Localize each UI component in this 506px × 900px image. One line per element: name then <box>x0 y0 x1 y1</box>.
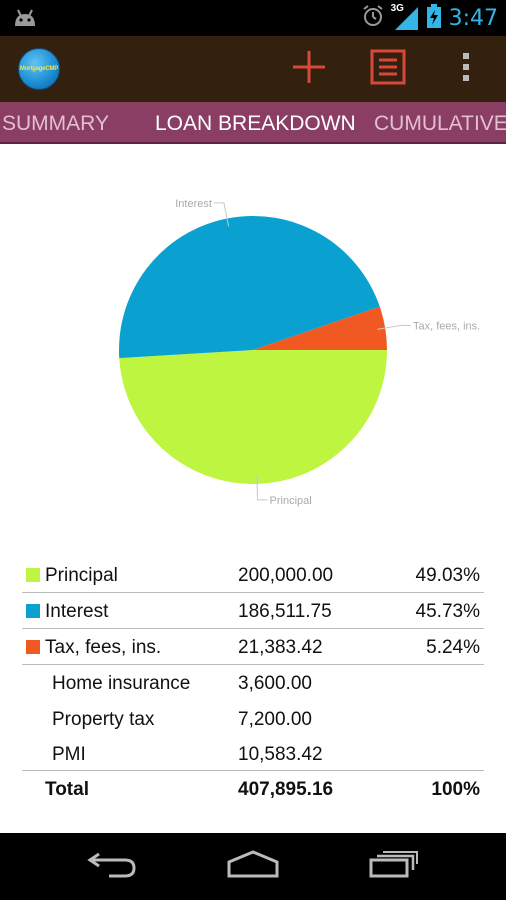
row-amount: 3,600.00 <box>238 673 312 694</box>
table-row-property-tax: Property tax 7,200.00 <box>22 701 484 736</box>
table-row-pmi: PMI 10,583.42 <box>22 736 484 771</box>
network-type: 3G <box>390 3 404 14</box>
tab-strip: SUMMARY LOAN BREAKDOWN CUMULATIVE <box>0 102 506 144</box>
row-amount: 186,511.75 <box>238 601 332 622</box>
signal-icon: 3G <box>390 3 419 31</box>
loan-breakdown-panel: Principal Interest Tax, fees, ins. Princip… <box>0 144 506 833</box>
interest-swatch <box>26 604 40 618</box>
pie-slice-tax-fees-ins <box>253 306 387 350</box>
pie-leader-line <box>213 202 230 227</box>
app-icon-text: MortgageCMP <box>19 66 59 72</box>
row-label: Tax, fees, ins. <box>45 637 162 658</box>
recent-apps-button[interactable] <box>344 833 444 900</box>
back-icon <box>87 850 137 883</box>
row-label: Principal <box>45 565 118 586</box>
list-button[interactable] <box>358 36 418 102</box>
tab-loan-breakdown[interactable]: LOAN BREAKDOWN <box>155 112 356 135</box>
android-icon <box>12 8 38 33</box>
pie-label: Principal <box>270 495 312 507</box>
total-label: Total <box>45 779 89 800</box>
pie-slice-principal <box>119 350 387 484</box>
row-label: Interest <box>45 601 109 622</box>
row-percent: 49.03% <box>415 565 480 586</box>
row-label: PMI <box>52 744 86 765</box>
total-percent: 100% <box>431 779 480 800</box>
list-icon <box>370 49 406 90</box>
alarm-icon <box>361 4 385 33</box>
pie-label: Tax, fees, ins. <box>413 320 480 332</box>
recent-apps-icon <box>369 850 419 883</box>
back-button[interactable] <box>62 833 162 900</box>
total-amount: 407,895.16 <box>238 779 334 800</box>
table-row-tax: Tax, fees, ins. 21,383.42 5.24% <box>22 629 484 665</box>
tab-cumulative[interactable]: CUMULATIVE <box>374 112 506 135</box>
row-amount: 10,583.42 <box>238 744 323 765</box>
tab-summary[interactable]: SUMMARY <box>2 112 109 135</box>
pie-label: Interest <box>175 198 212 210</box>
principal-swatch <box>26 568 40 582</box>
battery-charging-icon <box>426 3 441 33</box>
app-icon[interactable]: MortgageCMP <box>18 48 60 90</box>
add-icon <box>291 49 327 90</box>
navigation-bar <box>0 833 506 900</box>
pie-leader-line <box>377 324 411 330</box>
add-button[interactable] <box>279 36 339 102</box>
row-amount: 21,383.42 <box>238 637 323 658</box>
row-label: Property tax <box>52 709 155 730</box>
row-percent: 5.24% <box>426 637 480 658</box>
action-bar: MortgageCMP <box>0 36 506 102</box>
tax-swatch <box>26 640 40 654</box>
home-icon <box>226 850 280 883</box>
status-bar: 3G 3:47 <box>0 0 506 36</box>
breakdown-table: Principal 200,000.00 49.03% Interest 186… <box>22 557 484 807</box>
row-label: Home insurance <box>52 673 191 694</box>
row-amount: 200,000.00 <box>238 565 334 586</box>
row-percent: 45.73% <box>415 601 480 622</box>
table-row-home-insurance: Home insurance 3,600.00 <box>22 665 484 701</box>
clock: 3:47 <box>448 5 498 31</box>
overflow-menu-icon <box>461 51 471 88</box>
table-row-principal: Principal 200,000.00 49.03% <box>22 557 484 593</box>
row-amount: 7,200.00 <box>238 709 312 730</box>
pie-chart: Principal Interest Tax, fees, ins. <box>119 198 480 507</box>
overflow-menu-button[interactable] <box>436 36 496 102</box>
table-row-interest: Interest 186,511.75 45.73% <box>22 593 484 629</box>
table-row-total: Total 407,895.16 100% <box>22 771 484 807</box>
pie-leader-line <box>256 475 268 501</box>
pie-slice-interest <box>119 215 380 359</box>
home-button[interactable] <box>203 833 303 900</box>
